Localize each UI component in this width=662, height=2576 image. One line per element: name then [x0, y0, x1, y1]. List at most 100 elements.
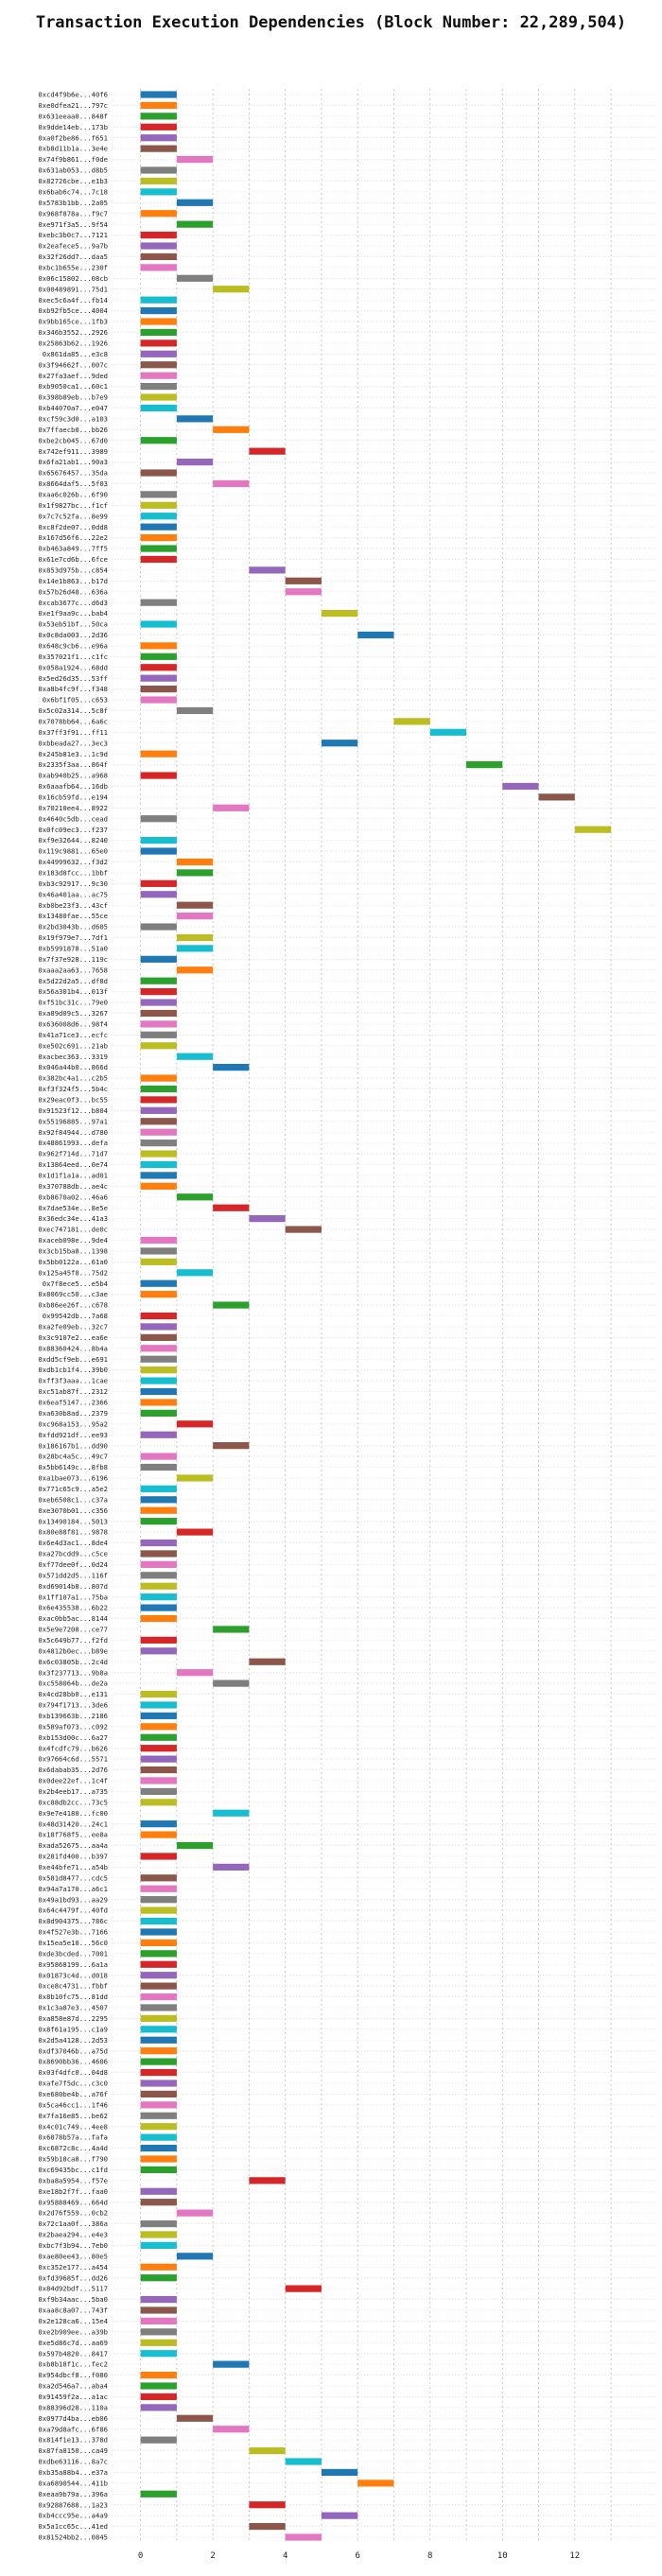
task-label: 0xfdd921df...ee93 — [38, 1431, 108, 1439]
task-bar — [140, 393, 177, 401]
task-bar — [393, 718, 430, 725]
task-label: 0xacbec363...3319 — [38, 1053, 108, 1061]
task-bar — [176, 966, 214, 974]
task-bar — [140, 1020, 177, 1028]
task-bar — [140, 123, 177, 131]
task-bar — [140, 296, 177, 304]
task-label: 0xbc1b655e...230f — [38, 263, 108, 271]
task-label: 0x597b4820...8417 — [38, 2349, 108, 2358]
task-label: 0x99542db...7a68 — [43, 1312, 108, 1320]
task-label: 0xe0dfea21...797c — [38, 101, 108, 110]
x-tick-label: 6 — [356, 2551, 360, 2561]
task-bar — [140, 674, 177, 682]
task-bar — [140, 2231, 177, 2238]
task-bar — [140, 2144, 177, 2152]
task-bar — [140, 1928, 177, 1936]
task-bar — [140, 361, 177, 369]
task-bar — [429, 728, 467, 736]
task-bar — [140, 2306, 177, 2314]
task-label: 0x28bc4a5c...49c7 — [38, 1453, 108, 1461]
task-bar — [140, 1409, 177, 1417]
task-label: 0xa8b4fc9f...f348 — [38, 685, 108, 693]
task-bar — [140, 1755, 177, 1763]
task-label: 0x3cb15ba8...1398 — [38, 1247, 108, 1256]
task-label: 0x57b26d48...636a — [38, 587, 108, 596]
task-bar — [140, 134, 177, 142]
task-bar — [538, 793, 575, 801]
task-label: 0xb4ccc95e...a4a9 — [38, 2512, 108, 2520]
task-bar — [140, 1972, 177, 1979]
task-bar — [140, 1982, 177, 1990]
task-label: 0x5ca46cc1...1f46 — [38, 2100, 108, 2109]
task-label: 0x398b89eb...b7e9 — [38, 393, 108, 402]
task-bar — [176, 1474, 214, 1482]
task-bar — [140, 2328, 177, 2336]
task-label: 0xce8c4731...fbbf — [38, 1982, 108, 1991]
task-label: 0x7c7c52fa...8e99 — [38, 512, 108, 520]
task-label: 0xff3f3aaa...1cae — [38, 1377, 108, 1385]
task-bar — [140, 1009, 177, 1018]
task-label: 0xada52675...aa4a — [38, 1841, 108, 1850]
task-bar — [140, 1874, 177, 1882]
task-bar — [140, 339, 177, 347]
task-label: 0x6eaf5147...2366 — [38, 1399, 108, 1407]
task-bar — [140, 1182, 177, 1190]
task-bar — [140, 1506, 177, 1514]
task-label: 0x6bf1f05...c653 — [43, 696, 108, 705]
task-bar — [176, 945, 214, 952]
task-bar — [140, 1279, 177, 1287]
task-bar — [176, 1269, 214, 1277]
task-bar — [249, 2446, 286, 2455]
task-label: 0x5d22d2a5...df8d — [38, 977, 108, 985]
task-label: 0x7dae534e...8e5e — [38, 1204, 108, 1212]
task-bar — [140, 2199, 177, 2206]
task-bar — [140, 2339, 177, 2346]
task-label: 0x48d31420...24c1 — [38, 1819, 108, 1828]
task-label: 0x6c03805b...2c4d — [38, 1658, 108, 1666]
task-label: 0xc6872c8c...4a4d — [38, 2144, 108, 2152]
task-label: 0x53eb51bf...50ca — [38, 620, 108, 629]
task-bar — [140, 1399, 177, 1406]
task-label: 0xb86ee26f...c678 — [38, 1301, 108, 1310]
task-label: 0x771c65c9...a5e2 — [38, 1485, 108, 1493]
task-label: 0x968f878a...f9c7 — [38, 209, 108, 218]
task-bar — [140, 2350, 177, 2358]
task-label: 0x6dabab35...2d76 — [38, 1766, 108, 1774]
task-bar — [140, 772, 177, 779]
task-label: 0xf3f324f5...5b4c — [38, 1085, 108, 1093]
task-bar — [176, 2209, 214, 2217]
task-bar — [176, 274, 214, 282]
task-label: 0x954dbcf8...f080 — [38, 2371, 108, 2379]
task-label: 0xc968a153...95a2 — [38, 1419, 108, 1428]
task-label: 0x6bab6c74...7c18 — [38, 187, 108, 196]
task-label: 0xe3070b01...c356 — [38, 1506, 108, 1515]
task-label: 0xfd39685f...dd26 — [38, 2273, 108, 2282]
task-bar — [140, 1766, 177, 1774]
task-bar — [140, 2014, 177, 2022]
task-bar — [140, 328, 177, 337]
task-label: 0xcd4f9b6e...40f6 — [38, 91, 108, 99]
task-label: 0x70210ee4...8922 — [38, 804, 108, 812]
task-label: 0xbc7f3b94...7eb0 — [38, 2241, 108, 2250]
task-label: 0x5bb0122a...61a0 — [38, 1258, 108, 1266]
task-bar — [140, 145, 177, 152]
task-label: 0x4c01c749...4ee8 — [38, 2122, 108, 2131]
task-label: 0x49a1bd93...aa29 — [38, 1895, 108, 1904]
task-bar — [140, 1950, 177, 1958]
task-label: 0x2335f3aa...864f — [38, 760, 108, 769]
task-label: 0x84d92bdf...5117 — [38, 2285, 108, 2293]
task-label: 0x37ff3f91...ff11 — [38, 728, 108, 737]
task-bar — [140, 923, 177, 931]
task-label: 0x92f84944...d780 — [38, 1128, 108, 1137]
task-bar — [140, 1993, 177, 2001]
task-bar — [140, 2090, 177, 2098]
task-label: 0x19f979e7...7df1 — [38, 933, 108, 942]
task-label: 0x9bb165ce...1fb3 — [38, 318, 108, 326]
task-label: 0x6e4d3ac1...8de4 — [38, 1539, 108, 1547]
task-label: 0xc352e177...a454 — [38, 2263, 108, 2271]
task-label: 0x8664daf5...5f03 — [38, 479, 108, 488]
task-bar — [140, 1896, 177, 1904]
task-label: 0x92887688...1a23 — [38, 2500, 108, 2509]
task-label: 0x13490184...5013 — [38, 1517, 108, 1525]
task-label: 0xf51bc31c...79e0 — [38, 999, 108, 1007]
